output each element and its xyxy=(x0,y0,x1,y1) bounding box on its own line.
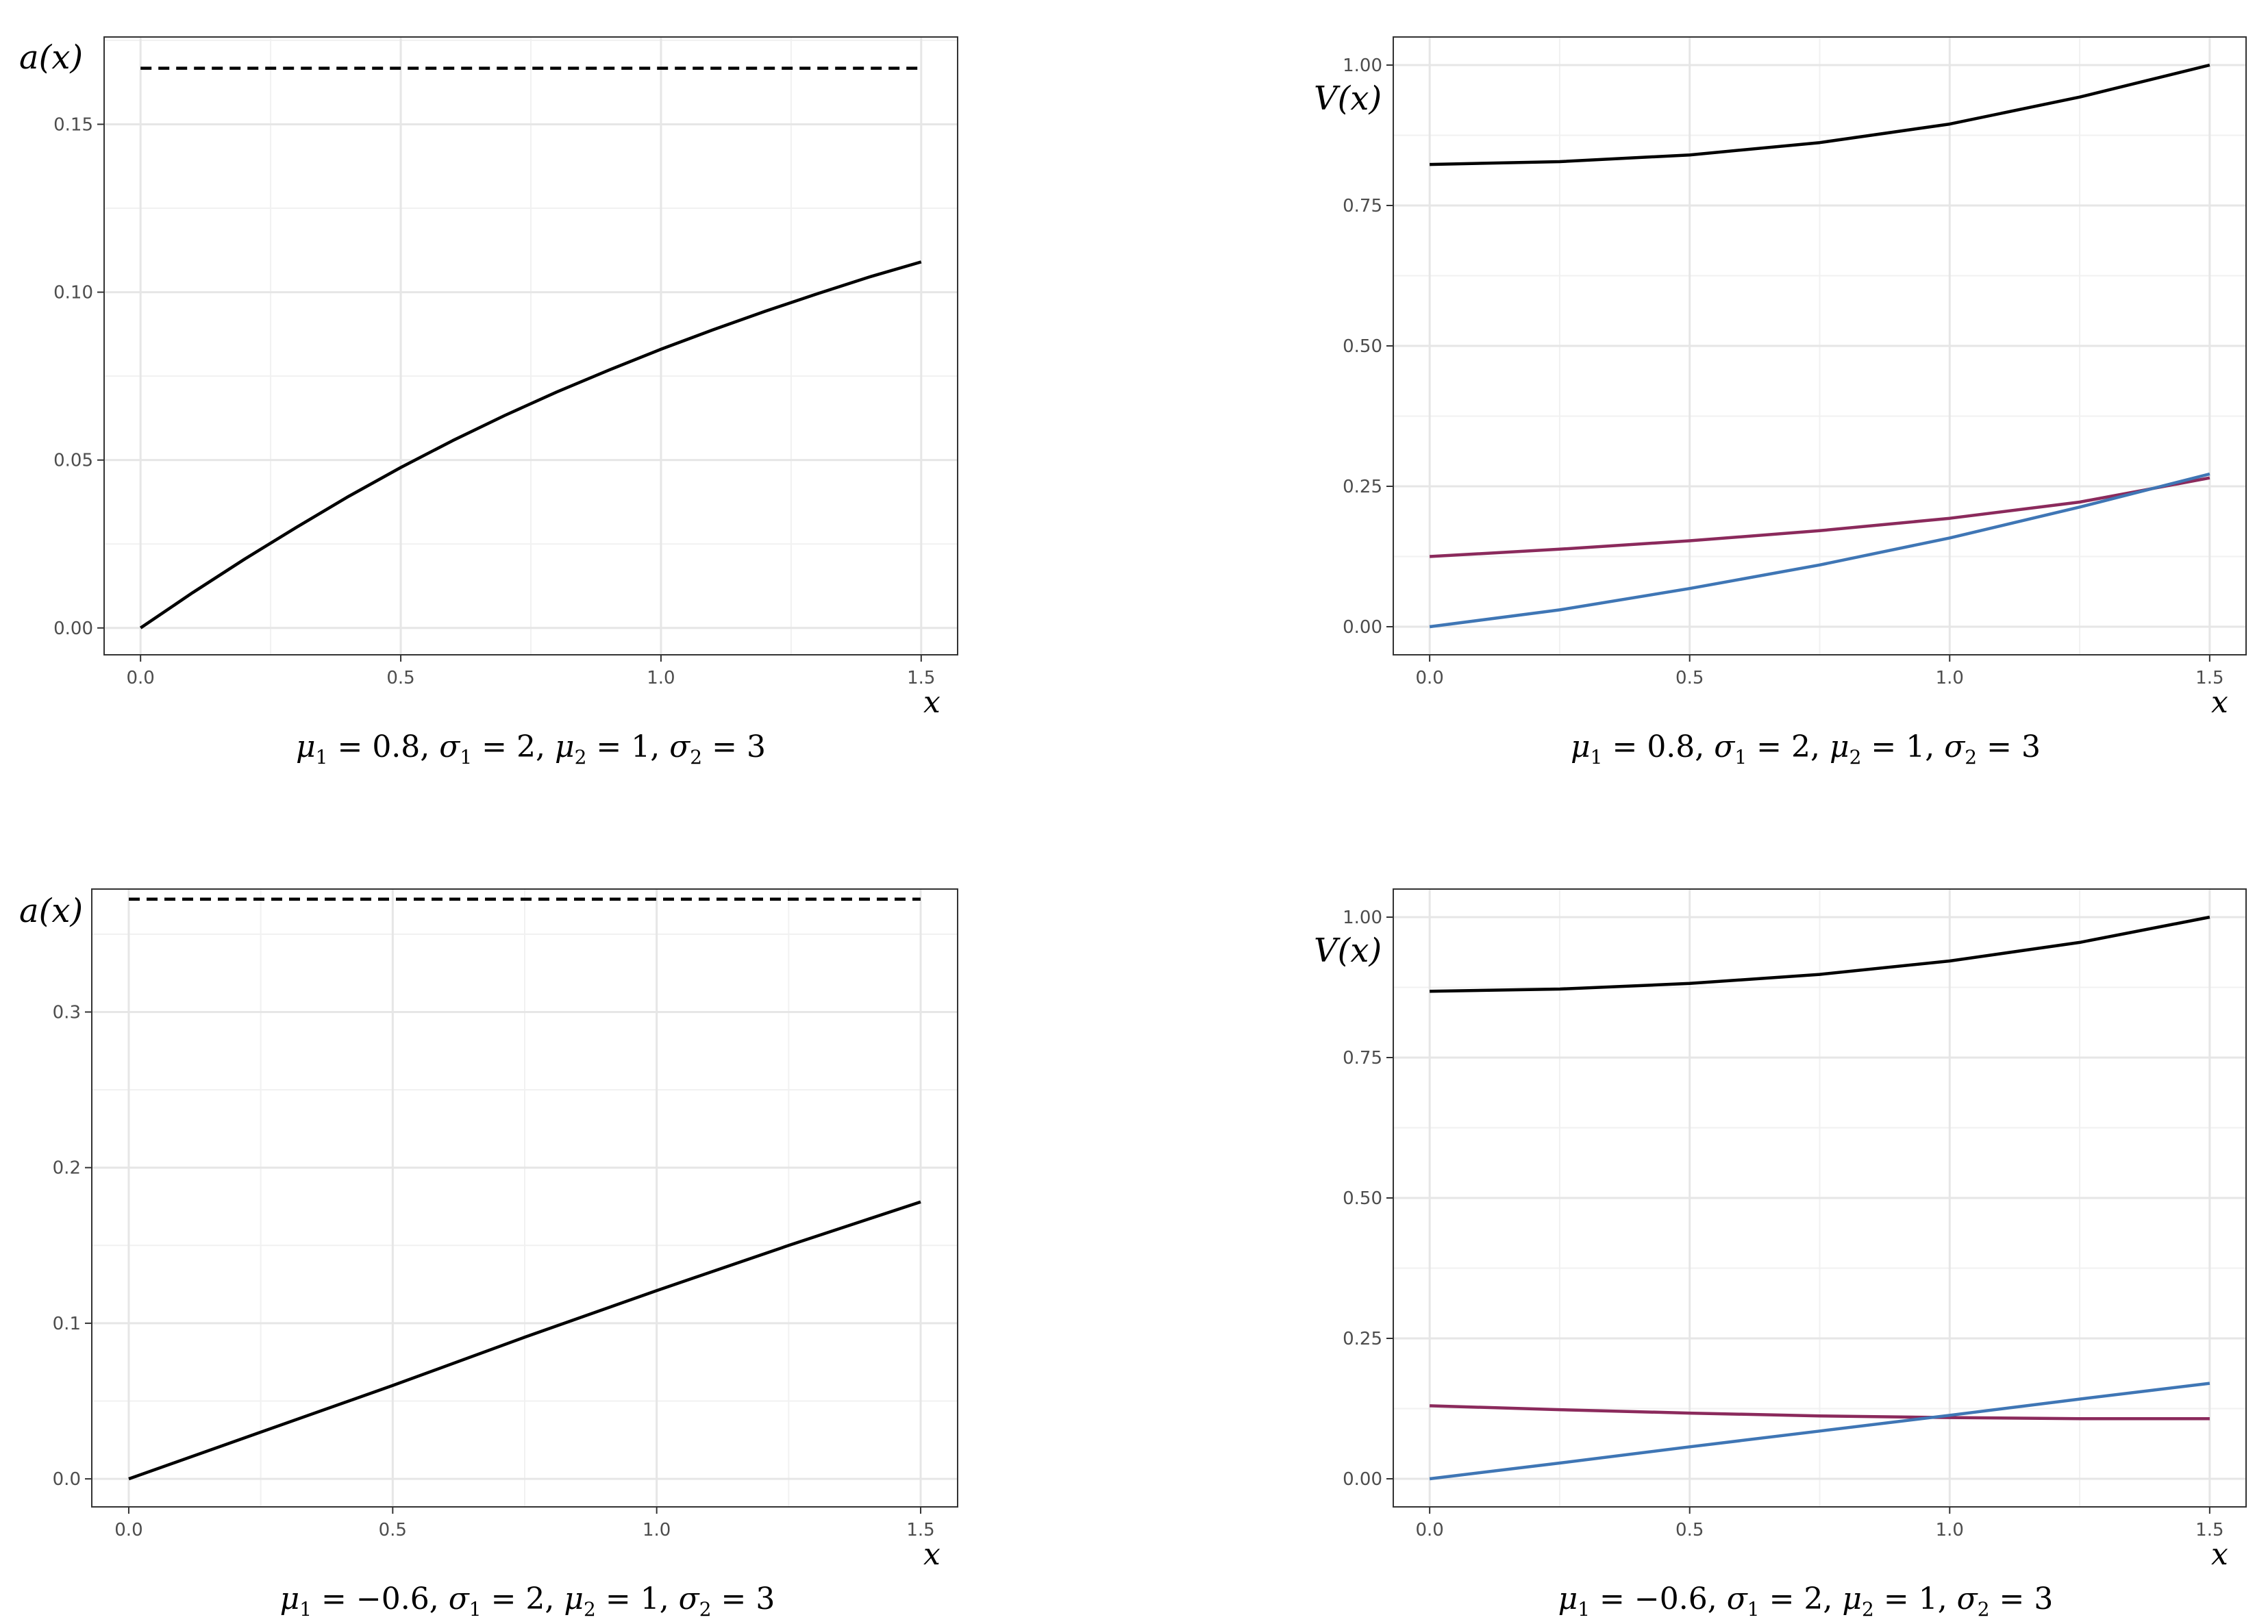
caption-mu1: −0.6 xyxy=(356,1582,429,1616)
panel-caption: μ1 = −0.6, σ1 = 2, μ2 = 1, σ2 = 3 xyxy=(1558,1582,2054,1621)
y-tick-label: 0.2 xyxy=(53,1158,81,1179)
series-group xyxy=(1429,915,2210,1481)
y-tick-label: 0.15 xyxy=(53,114,93,135)
chart-panel-top-right: 0.0 0.5 1.0 1.5 0.00 0.25 0.50 0.75 1.00 V(x) x… xyxy=(1314,36,2247,769)
x-tick-label: 1.0 xyxy=(1936,668,1964,688)
chart-panel-bottom-left: 0.0 0.5 1.0 1.5 0.0 0.1 0.2 0.3 a(x) x μ1 = −0… xyxy=(19,888,958,1621)
y-tick-label: 0.75 xyxy=(1343,196,1382,216)
caption-mu2: 1 xyxy=(631,729,650,764)
caption-mu2: 1 xyxy=(1919,1582,1938,1616)
caption-sigma2: 3 xyxy=(756,1582,775,1616)
y-axis-ticks: 0.0 0.1 0.2 0.3 xyxy=(53,1002,92,1490)
x-tick-label: 1.0 xyxy=(643,1520,671,1540)
y-axis-ticks: 0.00 0.25 0.50 0.75 1.00 xyxy=(1343,908,1393,1490)
x-tick-label: 0.5 xyxy=(379,1520,407,1540)
minor-grid xyxy=(104,37,958,655)
series-group xyxy=(128,897,921,1481)
x-tick-label: 0.5 xyxy=(386,668,414,688)
plot-area xyxy=(1393,888,2247,1508)
x-axis-label: x xyxy=(2211,1537,2228,1572)
major-grid xyxy=(104,37,958,655)
y-tick-label: 0.25 xyxy=(1343,477,1382,497)
y-axis-label: V(x) xyxy=(1314,932,1382,970)
y-tick-label: 0.50 xyxy=(1343,1188,1382,1209)
y-tick-label: 0.05 xyxy=(53,451,93,471)
y-tick-label: 0.0 xyxy=(53,1469,81,1490)
major-grid xyxy=(1393,889,2246,1507)
series-group xyxy=(139,66,922,629)
panel-caption: μ1 = 0.8, σ1 = 2, μ2 = 1, σ2 = 3 xyxy=(296,729,766,769)
panel-caption: μ1 = 0.8, σ1 = 2, μ2 = 1, σ2 = 3 xyxy=(1571,729,2041,769)
y-tick-label: 1.00 xyxy=(1343,908,1382,928)
y-axis-ticks: 0.00 0.25 0.50 0.75 1.00 xyxy=(1343,55,1393,638)
panel-caption: μ1 = −0.6, σ1 = 2, μ2 = 1, σ2 = 3 xyxy=(280,1582,775,1621)
x-axis-ticks: 0.0 0.5 1.0 1.5 xyxy=(127,655,935,688)
series-line-curve-purple xyxy=(1430,1404,2210,1421)
x-tick-label: 0.0 xyxy=(127,668,155,688)
caption-sigma1: 2 xyxy=(1791,729,1810,764)
y-tick-label: 1.00 xyxy=(1343,55,1382,76)
caption-sigma1: 2 xyxy=(516,729,536,764)
caption-mu2: 1 xyxy=(640,1582,660,1616)
caption-sigma2: 3 xyxy=(2034,1582,2053,1616)
plot-area xyxy=(103,36,958,655)
x-tick-label: 1.0 xyxy=(647,668,675,688)
panel-border xyxy=(103,36,958,655)
panel-border xyxy=(91,888,958,1508)
x-tick-label: 0.0 xyxy=(1415,1520,1443,1540)
x-axis-label: x xyxy=(923,685,940,720)
caption-sigma2: 3 xyxy=(747,729,766,764)
caption-mu2: 1 xyxy=(1906,729,1925,764)
y-tick-label: 0.10 xyxy=(53,283,93,303)
x-tick-label: 1.0 xyxy=(1936,1520,1964,1540)
series-line-a-x- xyxy=(128,1200,921,1481)
y-tick-label: 0.00 xyxy=(53,619,93,639)
y-tick-label: 0.75 xyxy=(1343,1048,1382,1069)
x-tick-label: 1.5 xyxy=(2195,668,2223,688)
series-line-v-x- xyxy=(1430,63,2210,166)
caption-mu1: 0.8 xyxy=(1647,729,1695,764)
x-axis-ticks: 0.0 0.5 1.0 1.5 xyxy=(1415,1507,2224,1540)
y-tick-label: 0.25 xyxy=(1343,1329,1382,1349)
major-grid xyxy=(92,889,958,1507)
chart-panel-bottom-right: 0.0 0.5 1.0 1.5 0.00 0.25 0.50 0.75 1.00 V(x) x… xyxy=(1314,888,2247,1621)
caption-sigma1: 2 xyxy=(525,1582,545,1616)
y-axis-label: a(x) xyxy=(19,892,83,930)
caption-mu1: −0.6 xyxy=(1634,1582,1708,1616)
series-line-curve-purple xyxy=(1429,476,2210,558)
x-tick-label: 0.5 xyxy=(1675,1520,1704,1540)
plot-area xyxy=(91,888,958,1508)
series-line-curve-blue xyxy=(1429,472,2210,629)
series-group xyxy=(1429,63,2210,629)
x-tick-label: 0.0 xyxy=(114,1520,142,1540)
x-tick-label: 0.0 xyxy=(1415,668,1443,688)
x-tick-label: 1.5 xyxy=(2195,1520,2223,1540)
y-axis-label: V(x) xyxy=(1314,79,1382,118)
series-line-curve-blue xyxy=(1429,1382,2210,1481)
x-tick-label: 1.5 xyxy=(906,1520,934,1540)
x-tick-label: 0.5 xyxy=(1675,668,1704,688)
caption-sigma2: 3 xyxy=(2021,729,2041,764)
x-axis-ticks: 0.0 0.5 1.0 1.5 xyxy=(114,1507,935,1540)
caption-mu1: 0.8 xyxy=(372,729,420,764)
minor-grid xyxy=(92,889,958,1507)
y-axis-label: a(x) xyxy=(19,38,83,77)
series-line-a-x- xyxy=(139,260,922,629)
series-line-v-x- xyxy=(1430,915,2210,993)
y-tick-label: 0.00 xyxy=(1343,1469,1382,1490)
major-grid xyxy=(1393,37,2246,655)
plot-area xyxy=(1393,36,2247,655)
x-axis-label: x xyxy=(2211,685,2228,720)
y-tick-label: 0.00 xyxy=(1343,617,1382,638)
y-axis-ticks: 0.00 0.05 0.10 0.15 xyxy=(53,114,104,639)
x-axis-ticks: 0.0 0.5 1.0 1.5 xyxy=(1415,655,2224,688)
x-tick-label: 1.5 xyxy=(907,668,935,688)
y-tick-label: 0.3 xyxy=(53,1002,81,1023)
caption-sigma1: 2 xyxy=(1804,1582,1823,1616)
chart-panel-top-left: 0.0 0.5 1.0 1.5 0.00 0.05 0.10 0.15 a(x) x μ1 … xyxy=(19,36,958,769)
y-tick-label: 0.1 xyxy=(53,1314,81,1334)
y-tick-label: 0.50 xyxy=(1343,336,1382,357)
x-axis-label: x xyxy=(923,1537,940,1572)
